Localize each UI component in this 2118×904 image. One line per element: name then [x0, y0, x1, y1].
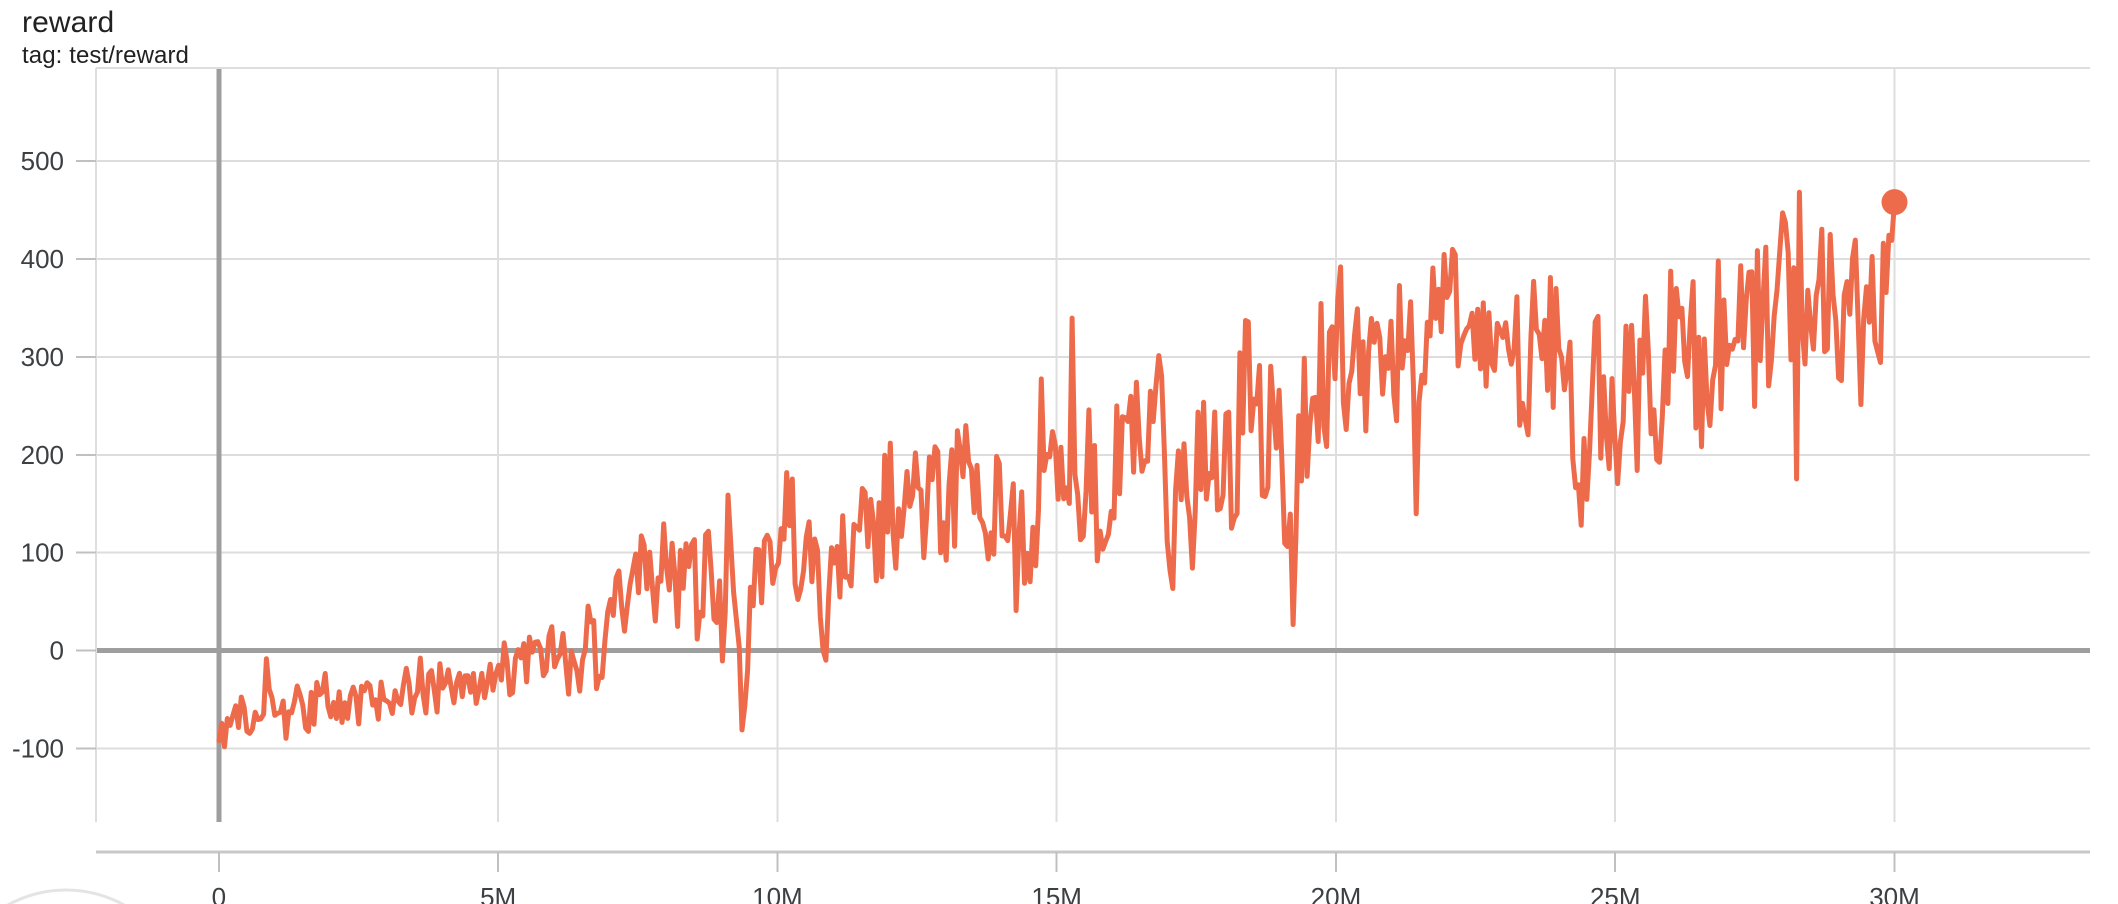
x-tick-label: 10M — [752, 882, 803, 904]
y-tick-label: 400 — [21, 244, 64, 274]
reward-series-line — [216, 189, 1897, 750]
x-tick-label: 30M — [1869, 882, 1920, 904]
tick-marks — [76, 160, 1896, 872]
y-axis-tick-labels: -100 0 100 200 300 400 500 — [12, 146, 64, 764]
axis-lines — [95, 67, 2090, 854]
page-title: reward — [22, 6, 115, 39]
y-tick-label: 300 — [21, 342, 64, 372]
y-tick-label: 0 — [50, 636, 64, 666]
x-tick-label: 20M — [1311, 882, 1362, 904]
x-tick-label: 5M — [480, 882, 516, 904]
last-point-marker — [1881, 189, 1908, 216]
decorative-arc — [6, 888, 126, 904]
x-axis-tick-labels: 0 5M 10M 15M 20M 25M 30M — [212, 882, 1920, 904]
x-tick-label: 0 — [212, 882, 226, 904]
x-tick-label: 15M — [1031, 882, 1082, 904]
x-tick-label: 25M — [1590, 882, 1641, 904]
chart-subtitle-tag: tag: test/reward — [22, 42, 190, 69]
y-tick-label: -100 — [12, 734, 64, 764]
y-tick-label: 200 — [21, 440, 64, 470]
y-tick-label: 500 — [21, 146, 64, 176]
chart-header: reward tag: test/reward — [22, 6, 922, 70]
y-tick-label: 100 — [21, 538, 64, 568]
